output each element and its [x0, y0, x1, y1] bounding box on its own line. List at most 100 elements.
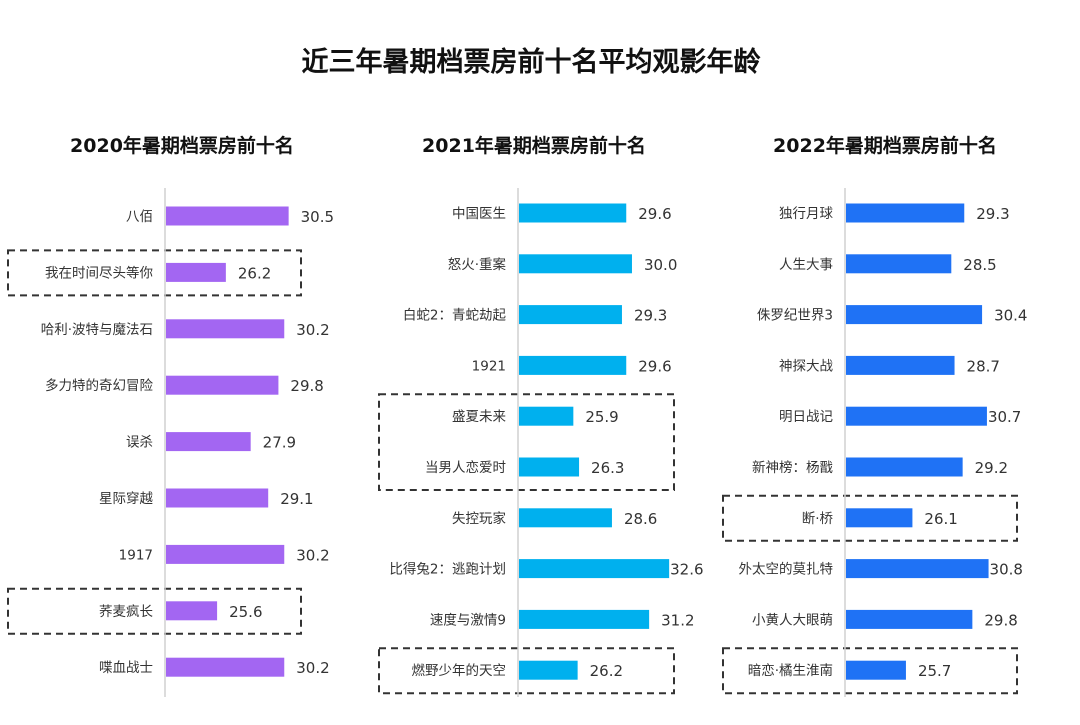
bar-row: 速度与激情9 31.2	[430, 609, 695, 629]
category-label: 星际穿越	[99, 491, 153, 507]
bar	[846, 559, 989, 579]
data-label: 32.6	[670, 561, 703, 579]
bar-row: 新神榜：杨戬 29.2	[752, 457, 1008, 477]
category-label: 暗恋·橘生淮南	[748, 662, 833, 679]
bar-row: 喋血战士 30.2	[99, 657, 330, 677]
highlight-box	[722, 494, 1018, 542]
bar	[519, 203, 627, 223]
bar	[166, 375, 279, 395]
category-label: 八佰	[126, 209, 153, 225]
data-label: 25.6	[229, 603, 262, 621]
data-label: 30.0	[644, 256, 677, 274]
category-label: 新神榜：杨戬	[752, 459, 833, 476]
category-label: 比得兔2：逃跑计划	[389, 561, 506, 578]
bar-row: 荞麦疯长 25.6	[99, 601, 263, 621]
category-label: 怒火·重案	[448, 256, 507, 273]
bar-row: 哈利·波特与魔法石 30.2	[41, 319, 330, 339]
bar	[846, 254, 952, 274]
category-label: 燃野少年的天空	[412, 662, 507, 679]
bar	[519, 508, 612, 528]
highlight-box	[7, 249, 302, 297]
category-label: 当男人恋爱时	[425, 459, 506, 476]
bar-row: 神探大战 28.7	[779, 355, 1000, 375]
highlight-box	[722, 647, 1018, 695]
bar	[846, 457, 963, 477]
bar	[166, 657, 285, 677]
data-label: 30.2	[296, 321, 329, 339]
bar-row: 白蛇2：青蛇劫起 29.3	[403, 305, 667, 325]
data-label: 28.7	[967, 357, 1000, 375]
data-label: 30.2	[296, 659, 329, 677]
data-label: 30.5	[301, 208, 334, 226]
bar	[166, 262, 226, 282]
bar-row: 中国医生 29.6	[452, 203, 672, 223]
category-label: 神探大战	[779, 358, 833, 374]
bar	[846, 508, 913, 528]
bar-row: 1917 30.2	[119, 544, 330, 564]
panel-title: 2021年暑期档票房前十名	[422, 134, 646, 157]
category-label: 多力特的奇幻冒险	[45, 377, 153, 394]
bar	[166, 432, 251, 452]
data-label: 29.2	[975, 459, 1008, 477]
bar-row: 多力特的奇幻冒险 29.8	[45, 375, 324, 395]
bar-row: 外太空的莫扎特 30.8	[739, 559, 1023, 579]
bar-row: 八佰 30.5	[126, 206, 334, 226]
bar	[166, 601, 218, 621]
data-label: 30.4	[994, 307, 1027, 325]
category-label: 外太空的莫扎特	[739, 562, 834, 578]
bar-row: 暗恋·橘生淮南 25.7	[748, 660, 951, 680]
panel-title: 2020年暑期档票房前十名	[70, 134, 294, 157]
bar	[519, 305, 622, 325]
category-label: 侏罗纪世界3	[757, 308, 833, 324]
category-label: 我在时间尽头等你	[45, 264, 153, 281]
bar-row: 1921 29.6	[472, 355, 672, 375]
category-label: 断·桥	[802, 511, 834, 527]
category-label: 哈利·波特与魔法石	[41, 322, 153, 338]
chart-title: 近三年暑期档票房前十名平均观影年龄	[302, 46, 762, 78]
bar-row: 我在时间尽头等你 26.2	[45, 262, 271, 282]
bar-row: 星际穿越 29.1	[99, 488, 314, 508]
data-label: 29.8	[290, 377, 323, 395]
bar-row: 人生大事 28.5	[779, 254, 997, 274]
data-label: 29.3	[976, 205, 1009, 223]
bar	[846, 203, 965, 223]
data-label: 26.1	[924, 510, 957, 528]
bar-row: 怒火·重案 30.0	[448, 254, 677, 274]
category-label: 小黄人大眼萌	[752, 612, 833, 628]
bar	[519, 559, 670, 579]
bar-row: 失控玩家 28.6	[452, 508, 657, 528]
data-label: 29.8	[984, 611, 1017, 629]
data-label: 30.8	[990, 561, 1023, 579]
highlight-box	[7, 587, 302, 635]
bar-row: 明日战记 30.7	[779, 406, 1021, 426]
category-label: 荞麦疯长	[99, 604, 153, 620]
data-label: 29.6	[638, 357, 671, 375]
category-label: 速度与激情9	[430, 612, 506, 628]
category-label: 明日战记	[779, 409, 833, 425]
bar-row: 小黄人大眼萌 29.8	[752, 609, 1018, 629]
bar	[846, 660, 906, 680]
bar	[519, 609, 650, 629]
bar	[166, 544, 285, 564]
bar-row: 侏罗纪世界3 30.4	[757, 305, 1027, 325]
bar-row: 燃野少年的天空 26.2	[412, 660, 623, 680]
data-label: 29.1	[280, 490, 313, 508]
bar-row: 盛夏未来 25.9	[452, 406, 619, 426]
bar	[166, 488, 269, 508]
data-label: 31.2	[661, 611, 694, 629]
category-label: 1917	[119, 547, 153, 563]
bar	[846, 355, 955, 375]
category-label: 误杀	[126, 435, 153, 451]
bar-row: 误杀 27.9	[126, 432, 296, 452]
highlight-box	[378, 647, 675, 695]
bar-row: 断·桥 26.1	[802, 508, 958, 528]
data-label: 27.9	[263, 434, 296, 452]
bar	[519, 355, 627, 375]
category-label: 1921	[472, 358, 506, 374]
data-label: 30.7	[988, 408, 1021, 426]
data-label: 29.6	[638, 205, 671, 223]
bar	[519, 660, 578, 680]
